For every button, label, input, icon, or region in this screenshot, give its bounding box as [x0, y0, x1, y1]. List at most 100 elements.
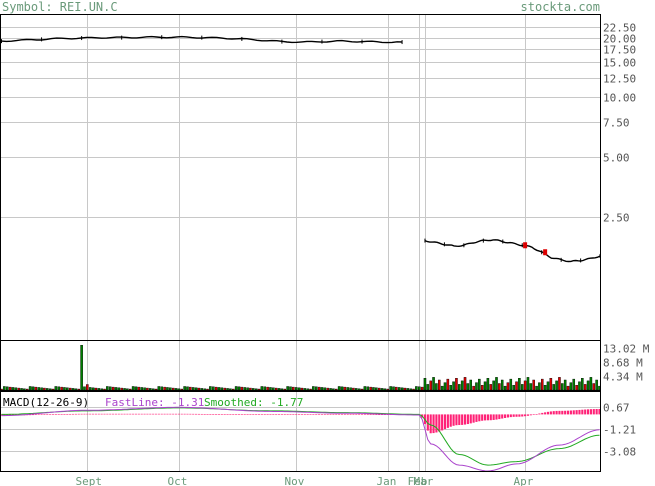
volume-bar: [171, 387, 175, 391]
macd-histogram-bar: [466, 414, 469, 425]
macd-histogram-bar: [329, 414, 332, 416]
macd-histogram-bar: [535, 414, 538, 415]
macd-histogram-bar: [383, 414, 386, 416]
volume-bar: [420, 386, 424, 391]
macd-histogram-bar: [481, 414, 484, 421]
x-axis-label: Oct: [168, 475, 188, 486]
macd-tick-label: -3.08: [603, 446, 636, 459]
macd-histogram-bar: [441, 414, 444, 431]
volume-bar: [583, 384, 587, 391]
volume-bar: [48, 388, 52, 391]
macd-histogram-bar: [335, 414, 338, 416]
volume-bar: [77, 388, 81, 391]
macd-title: MACD(12-26-9): [3, 396, 89, 409]
volume-bar: [214, 386, 218, 391]
macd-histogram-bar: [486, 414, 489, 421]
volume-bar: [252, 388, 255, 391]
volume-bar: [478, 378, 481, 391]
site-label: stockta.com: [520, 0, 600, 14]
volume-bar: [263, 386, 267, 391]
grid-layer: [1, 15, 600, 471]
volume-bar: [446, 378, 450, 391]
macd-histogram-bar: [54, 414, 57, 415]
volume-bar: [555, 380, 558, 391]
volume-bar: [203, 388, 206, 391]
volume-bar: [377, 387, 381, 391]
volume-bar: [326, 387, 329, 391]
macd-histogram-bar: [426, 414, 429, 431]
macd-histogram-bar: [526, 414, 530, 416]
macd-histogram-bar: [126, 413, 129, 415]
macd-histogram-bar: [332, 414, 335, 416]
volume-bar: [389, 386, 392, 391]
macd-histogram-bar: [504, 414, 507, 418]
price-tick-label: 5.00: [603, 152, 630, 165]
macd-histogram-bar: [240, 414, 243, 416]
macd-histogram-bar: [192, 413, 195, 415]
macd-histogram-bar: [375, 414, 378, 416]
price-tick-label: 7.50: [603, 117, 630, 130]
macd-histogram-bar: [229, 414, 232, 416]
volume-bar: [131, 386, 135, 391]
macd-histogram-bar: [89, 413, 92, 415]
macd-histogram-bar: [132, 413, 135, 415]
volume-tick-label: 13.02 M: [603, 343, 650, 356]
macd-histogram-bar: [143, 413, 146, 415]
volume-bar: [523, 380, 527, 391]
volume-bar: [57, 386, 60, 391]
volume-bar: [340, 386, 344, 391]
price-tick-label: 12.50: [603, 73, 636, 86]
volume-bar: [143, 387, 146, 391]
macd-histogram-bar: [498, 414, 501, 420]
macd-histogram-bar: [541, 412, 544, 415]
volume-bar: [306, 388, 309, 391]
x-axis-label: Nov: [285, 475, 305, 486]
volume-bar: [240, 386, 244, 391]
volume-bar: [246, 387, 249, 391]
volume-bar: [126, 388, 129, 391]
price-candle: [523, 242, 528, 249]
volume-bar: [257, 388, 261, 391]
volume-bar: [206, 388, 209, 391]
macd-histogram-bar: [306, 414, 309, 416]
macd-histogram-bar: [174, 413, 178, 415]
volume-bar: [74, 388, 78, 391]
volume-bar: [400, 387, 404, 391]
volume-bar: [572, 378, 576, 391]
volume-bar: [480, 385, 484, 391]
macd-histogram-bar: [232, 414, 235, 416]
volume-bar: [280, 388, 284, 391]
volume-bar: [54, 386, 58, 391]
macd-histogram-bar: [346, 414, 349, 416]
macd-histogram-bar: [223, 414, 226, 415]
volume-bar: [452, 381, 455, 391]
volume-bar: [108, 386, 112, 391]
macd-histogram-bar: [338, 414, 341, 416]
volume-bar: [43, 387, 46, 391]
volume-bar: [23, 388, 26, 391]
volume-bar: [563, 379, 567, 391]
volume-bar: [117, 387, 121, 391]
volume-bar: [449, 385, 452, 391]
volume-bar: [223, 387, 226, 391]
volume-bar: [28, 386, 32, 391]
macd-histogram-bar: [429, 414, 432, 434]
macd-histogram-bar: [43, 414, 46, 416]
macd-histogram-bar: [172, 413, 175, 415]
volume-bar: [260, 386, 264, 391]
macd-histogram-bar: [549, 411, 552, 415]
volume-bar: [111, 386, 115, 391]
macd-histogram-bar: [94, 413, 97, 415]
volume-bar: [438, 379, 441, 391]
volume-bar: [8, 386, 12, 391]
volume-bar: [397, 387, 401, 391]
volume-bar: [97, 388, 101, 391]
macd-histogram-bar: [280, 414, 283, 416]
macd-histogram-bar: [91, 413, 95, 415]
macd-histogram-bar: [303, 414, 306, 416]
volume-bar: [3, 386, 6, 391]
volume-bar: [83, 386, 86, 391]
macd-histogram-bar: [269, 414, 272, 416]
volume-bar: [526, 377, 530, 391]
macd-histogram-bar: [546, 411, 550, 415]
